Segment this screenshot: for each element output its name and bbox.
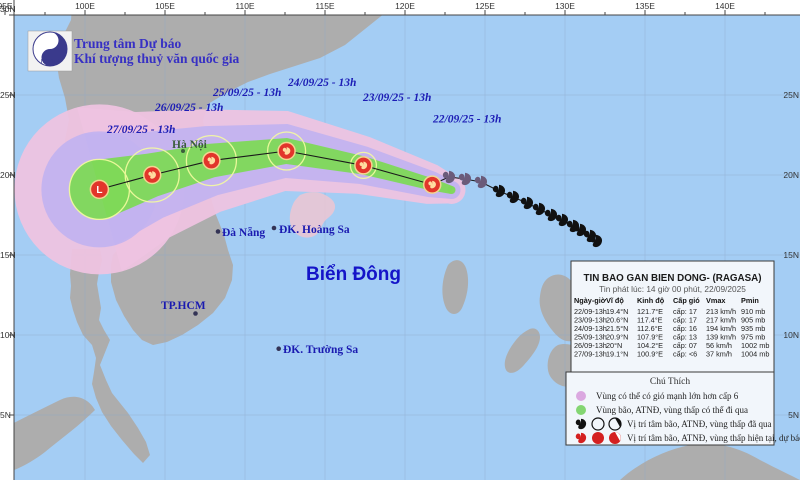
svg-text:27/09-13h: 27/09-13h [574, 350, 607, 359]
svg-text:ĐK. Hoàng Sa: ĐK. Hoàng Sa [279, 224, 350, 236]
svg-text:Vị trí tâm bão, ATNĐ, vùng thấ: Vị trí tâm bão, ATNĐ, vùng thấp đã qua [627, 419, 771, 429]
svg-text:26/09/25 - 13h: 26/09/25 - 13h [154, 102, 223, 114]
svg-text:140E: 140E [715, 1, 735, 11]
svg-text:Ngày-giờ: Ngày-giờ [574, 296, 607, 305]
svg-text:1004 mb: 1004 mb [741, 350, 769, 359]
svg-text:NCHMF: NCHMF [41, 59, 59, 65]
svg-text:130E: 130E [555, 1, 575, 11]
svg-text:105E: 105E [155, 1, 175, 11]
svg-text:Trung tâm Dự báo: Trung tâm Dự báo [74, 36, 181, 51]
svg-text:Cấp gió: Cấp gió [673, 296, 700, 305]
svg-text:L: L [96, 185, 102, 196]
svg-text:115E: 115E [315, 1, 335, 11]
svg-text:TIN BAO GAN BIEN DONG- (RAGASA: TIN BAO GAN BIEN DONG- (RAGASA) [584, 273, 762, 284]
svg-text:Vị trí tâm bão, ATNĐ, vùng thấ: Vị trí tâm bão, ATNĐ, vùng thấp hiện tại… [627, 433, 800, 443]
svg-text:cấp: <6: cấp: <6 [673, 350, 697, 359]
svg-text:5N: 5N [788, 410, 799, 420]
svg-text:Hà Nội: Hà Nội [172, 139, 208, 151]
svg-text:Chú Thích: Chú Thích [650, 377, 690, 387]
svg-text:Vĩ độ: Vĩ độ [606, 296, 624, 305]
svg-text:Vùng bão, ATNĐ, vùng thấp có t: Vùng bão, ATNĐ, vùng thấp có thể đi qua [596, 405, 748, 415]
svg-text:15N: 15N [0, 250, 16, 260]
svg-text:Tin phát lúc: 14 giờ 00 phút,: Tin phát lúc: 14 giờ 00 phút, 22/09/2025 [599, 284, 746, 294]
svg-text:20N: 20N [0, 170, 16, 180]
svg-text:15N: 15N [783, 250, 799, 260]
svg-text:23/09/25 - 13h: 23/09/25 - 13h [362, 92, 431, 104]
svg-text:20N: 20N [783, 170, 799, 180]
svg-text:10N: 10N [0, 330, 16, 340]
svg-text:Pmin: Pmin [741, 296, 759, 305]
svg-text:30N: 30N [0, 4, 16, 14]
svg-text:120E: 120E [395, 1, 415, 11]
svg-text:27/09/25 - 13h: 27/09/25 - 13h [106, 124, 175, 136]
svg-text:19.1°N: 19.1°N [606, 350, 628, 359]
svg-text:25/09/25 - 13h: 25/09/25 - 13h [212, 87, 281, 99]
svg-text:TP.HCM: TP.HCM [161, 300, 206, 312]
svg-text:Vùng có thể có gió mạnh lớn hơ: Vùng có thể có gió mạnh lớn hơn cấp 6 [596, 391, 739, 401]
svg-text:5N: 5N [0, 410, 11, 420]
svg-text:Kinh độ: Kinh độ [637, 296, 665, 305]
svg-text:Đà Nẵng: Đà Nẵng [222, 226, 265, 239]
svg-text:24/09/25 - 13h: 24/09/25 - 13h [287, 77, 356, 89]
svg-text:Vmax: Vmax [706, 296, 725, 305]
svg-text:22/09/25 - 13h: 22/09/25 - 13h [432, 114, 501, 126]
svg-text:100E: 100E [75, 1, 95, 11]
svg-text:Biển Đông: Biển Đông [306, 264, 401, 285]
svg-text:25N: 25N [0, 90, 16, 100]
svg-text:ĐK. Trường Sa: ĐK. Trường Sa [283, 344, 358, 356]
svg-text:100.9°E: 100.9°E [637, 350, 663, 359]
svg-text:10N: 10N [783, 330, 799, 340]
svg-text:110E: 110E [235, 1, 255, 11]
svg-text:Khí tượng thuỷ văn quốc gia: Khí tượng thuỷ văn quốc gia [74, 51, 239, 66]
svg-text:135E: 135E [635, 1, 655, 11]
svg-text:125E: 125E [475, 1, 495, 11]
svg-text:25N: 25N [783, 90, 799, 100]
svg-text:37 km/h: 37 km/h [706, 350, 732, 359]
